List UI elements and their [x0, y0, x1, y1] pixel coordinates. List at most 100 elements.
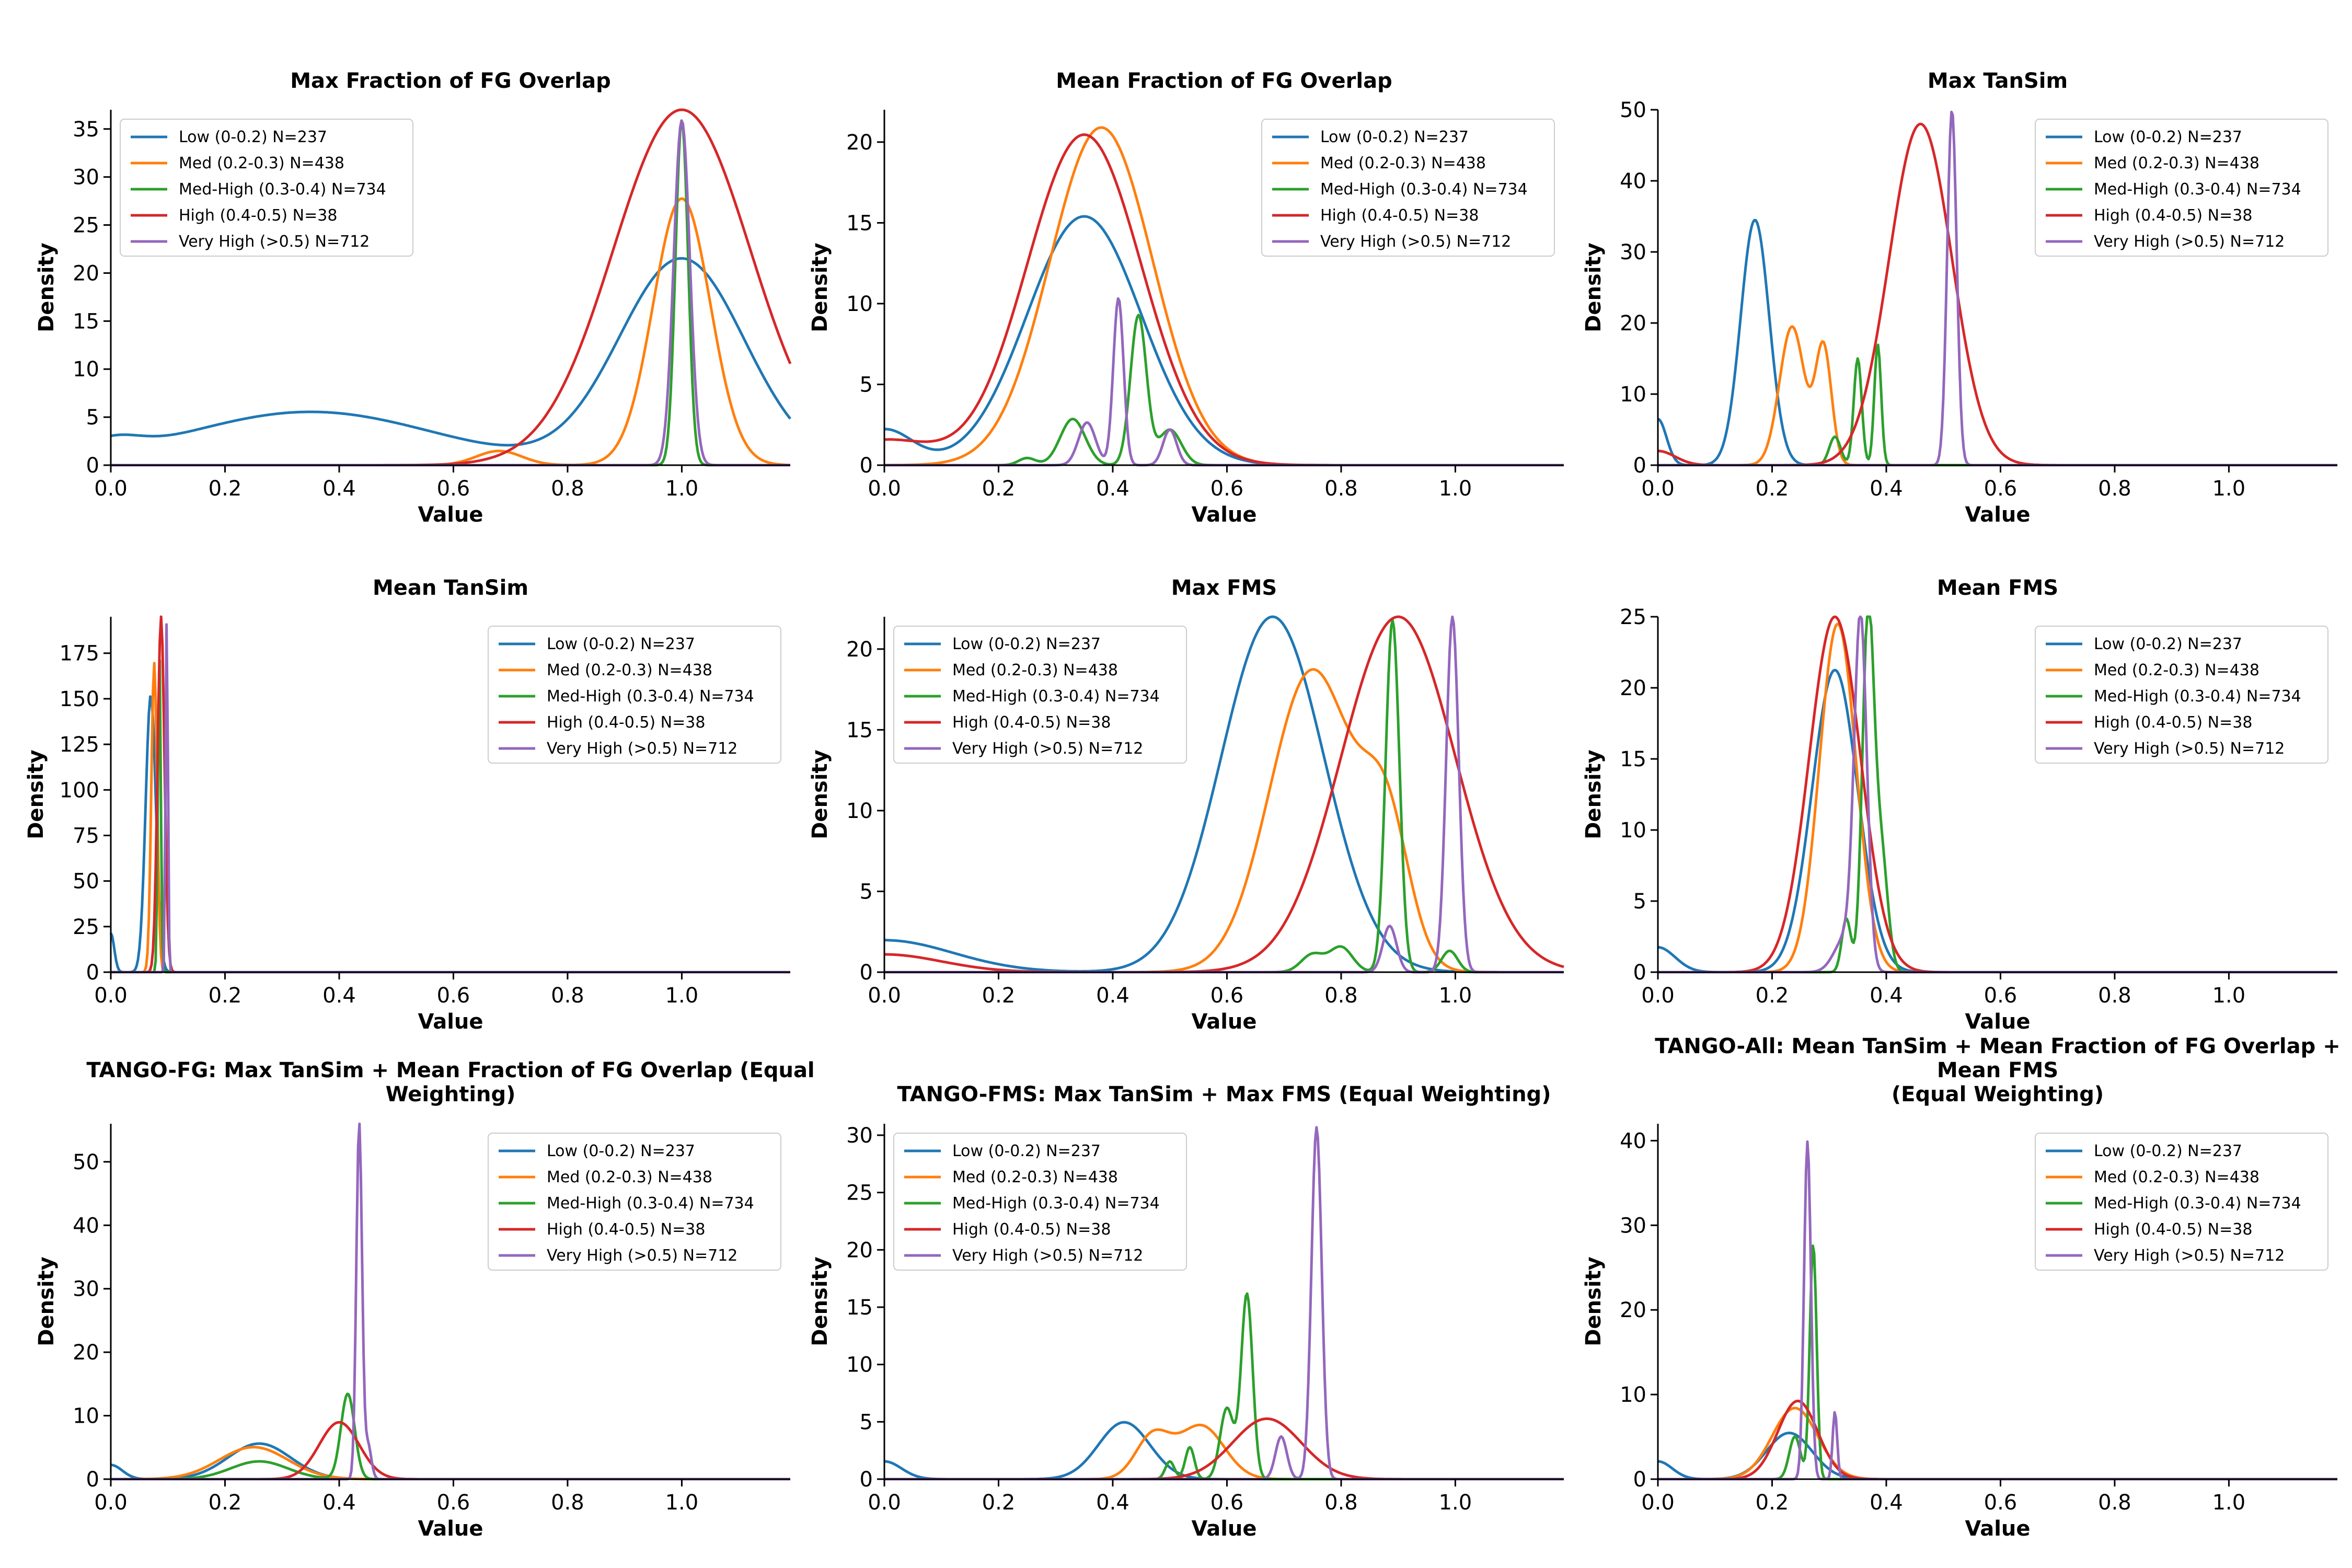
legend-entry: Med-High (0.3-0.4) N=734 [547, 687, 754, 706]
legend: Low (0-0.2) N=237 Med (0.2-0.3) N=438 Med-… [1261, 119, 1555, 257]
x-tick-label: 0.8 [2098, 1491, 2131, 1515]
chart-title: TANGO-FG: Max TanSim + Mean Fraction of … [86, 1058, 814, 1082]
legend-entry: Med-High (0.3-0.4) N=734 [547, 1194, 754, 1213]
x-tick-label: 0.4 [1096, 984, 1129, 1008]
series-line-1 [884, 615, 1564, 974]
x-tick-label: 0.0 [1641, 1491, 1675, 1515]
legend-entry: Med-High (0.3-0.4) N=734 [179, 180, 386, 199]
legend: Low (0-0.2) N=237 Med (0.2-0.3) N=438 Med-… [120, 119, 413, 257]
legend-entry: Low (0-0.2) N=237 [547, 635, 695, 653]
legend-frame [488, 1133, 781, 1271]
chart-title: Weighting) [386, 1082, 516, 1106]
x-tick-label: 0.2 [1756, 1491, 1789, 1515]
legend-entry: Med (0.2-0.3) N=438 [952, 1168, 1118, 1186]
y-tick-label: 50 [1620, 98, 1646, 122]
y-axis-label: Density [808, 243, 832, 332]
y-tick-label: 20 [1620, 676, 1646, 700]
series-line-2 [1658, 325, 2337, 467]
legend-entry: Very High (>0.5) N=712 [547, 740, 737, 758]
x-tick-label: 0.8 [1324, 477, 1358, 501]
legend-entry: High (0.4-0.5) N=38 [547, 713, 705, 732]
legend-entry: Med-High (0.3-0.4) N=734 [952, 1194, 1160, 1213]
y-tick-label: 40 [73, 1214, 99, 1238]
legend-entry: High (0.4-0.5) N=38 [179, 206, 337, 225]
y-axis-label: Density [1582, 750, 1606, 839]
legend-entry: High (0.4-0.5) N=38 [2094, 713, 2252, 732]
x-tick-label: 0.6 [1984, 984, 2017, 1008]
legend-entry: Med-High (0.3-0.4) N=734 [1320, 180, 1528, 199]
subplot-5: Max FMS 0.0 0.2 0.4 0.6 0.8 1.0 0 5 10 15 20 Value De… [808, 576, 1564, 1034]
chart-title: Max Fraction of FG Overlap [290, 69, 611, 93]
x-tick-label: 0.4 [1870, 477, 1903, 501]
x-tick-label: 0.6 [1210, 477, 1244, 501]
x-tick-label: 0.8 [2098, 477, 2131, 501]
chart-title: Max TanSim [1928, 69, 2068, 93]
x-tick-label: 0.0 [1641, 984, 1675, 1008]
y-tick-label: 20 [73, 1341, 99, 1365]
x-axis-label: Value [418, 503, 483, 527]
y-tick-label: 10 [1620, 383, 1646, 407]
x-tick-label: 0.4 [322, 1491, 356, 1515]
chart-title: Max FMS [1171, 576, 1277, 600]
y-tick-label: 10 [73, 1404, 99, 1428]
x-tick-label: 0.0 [94, 477, 128, 501]
y-tick-label: 20 [73, 261, 99, 285]
subplot-9: TANGO-All: Mean TanSim + Mean Fraction o… [1582, 1034, 2341, 1541]
y-tick-label: 0 [86, 961, 99, 985]
series-line-1 [1657, 218, 2337, 467]
y-tick-label: 5 [860, 880, 873, 904]
legend-entry: Low (0-0.2) N=237 [2094, 635, 2242, 653]
legend-entry: Low (0-0.2) N=237 [2094, 1142, 2242, 1160]
y-tick-label: 125 [60, 733, 99, 757]
x-tick-label: 0.2 [982, 1491, 1016, 1515]
legend: Low (0-0.2) N=237 Med (0.2-0.3) N=438 Med-… [2035, 119, 2328, 257]
x-tick-label: 0.2 [982, 984, 1016, 1008]
y-tick-label: 10 [846, 292, 873, 316]
x-tick-label: 0.4 [322, 477, 356, 501]
legend-entry: High (0.4-0.5) N=38 [952, 713, 1111, 732]
x-axis-label: Value [418, 1010, 483, 1034]
series-line-1 [110, 257, 791, 447]
legend-frame [120, 119, 413, 257]
y-tick-label: 5 [860, 1410, 873, 1434]
legend-entry: Very High (>0.5) N=712 [179, 233, 370, 251]
subplot-4: Mean TanSim 0.0 0.2 0.4 0.6 0.8 1.0 0 25 50 75 100 1… [24, 576, 790, 1034]
y-axis-label: Density [1582, 1256, 1606, 1346]
legend-entry: Very High (>0.5) N=712 [1320, 233, 1511, 251]
x-tick-label: 0.8 [551, 477, 584, 501]
y-tick-label: 0 [1633, 454, 1646, 478]
x-tick-label: 1.0 [665, 984, 699, 1008]
y-tick-label: 15 [846, 1296, 873, 1320]
x-tick-label: 0.6 [1984, 1491, 2017, 1515]
x-axis-label: Value [1191, 503, 1256, 527]
legend-entry: Med (0.2-0.3) N=438 [179, 154, 344, 172]
x-tick-label: 0.2 [1756, 984, 1789, 1008]
y-tick-label: 10 [1620, 1383, 1646, 1407]
y-tick-label: 50 [73, 1150, 99, 1174]
subplot-8: TANGO-FMS: Max TanSim + Max FMS (Equal W… [808, 1082, 1564, 1541]
y-tick-label: 5 [860, 373, 873, 397]
x-tick-label: 0.2 [209, 1491, 242, 1515]
x-tick-label: 0.0 [868, 1491, 901, 1515]
x-tick-label: 1.0 [2212, 984, 2246, 1008]
x-tick-label: 0.8 [2098, 984, 2131, 1008]
y-axis-label: Density [808, 750, 832, 839]
legend-entry: High (0.4-0.5) N=38 [2094, 1220, 2252, 1239]
legend-entry: Med (0.2-0.3) N=438 [547, 661, 712, 679]
legend-entry: High (0.4-0.5) N=38 [547, 1220, 705, 1239]
series-line-5 [884, 297, 1564, 467]
x-tick-label: 0.6 [437, 1491, 470, 1515]
y-tick-label: 0 [860, 961, 873, 985]
subplot-7: TANGO-FG: Max TanSim + Mean Fraction of … [34, 1058, 815, 1541]
legend-entry: Low (0-0.2) N=237 [547, 1142, 695, 1160]
x-tick-label: 0.8 [1324, 1491, 1358, 1515]
series-line-3 [1658, 1244, 2337, 1481]
y-tick-label: 25 [1620, 605, 1646, 629]
x-tick-label: 1.0 [1439, 477, 1472, 501]
x-tick-label: 0.0 [868, 477, 901, 501]
x-axis-label: Value [418, 1517, 483, 1541]
y-tick-label: 5 [86, 406, 99, 430]
y-tick-label: 30 [1620, 240, 1646, 264]
legend-entry: Low (0-0.2) N=237 [1320, 128, 1469, 146]
legend-frame [2035, 119, 2328, 257]
